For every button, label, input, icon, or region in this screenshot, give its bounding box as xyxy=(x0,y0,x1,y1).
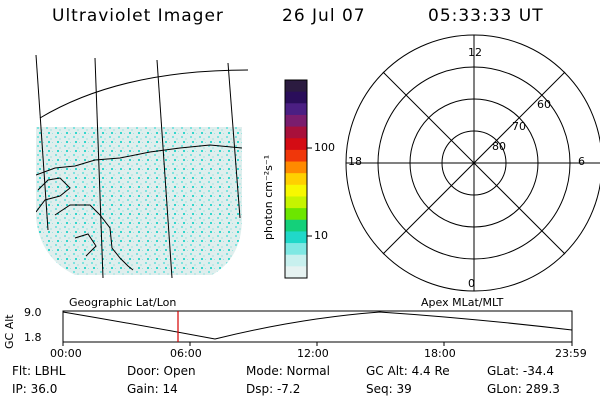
colorbar-band xyxy=(285,114,307,128)
colorbar-band xyxy=(285,196,307,209)
colorbar-tick-10: 10 xyxy=(314,229,328,242)
colorbar-band xyxy=(285,91,307,104)
polar-label-18: 18 xyxy=(348,155,362,168)
filter-status: Flt: LBHL xyxy=(12,364,66,378)
polar-label-80: 80 xyxy=(492,140,506,153)
timeline-right-title: Apex MLat/MLT xyxy=(421,296,504,309)
timeline-ytick-1-8: 1.8 xyxy=(24,331,42,344)
polar-diagonal xyxy=(382,71,566,255)
auroral-image xyxy=(36,127,242,275)
colorbar-band xyxy=(285,173,307,186)
colorbar-band xyxy=(285,149,307,163)
date-label: 26 Jul 07 xyxy=(282,6,366,26)
colorbar-band xyxy=(285,103,307,116)
colorbar xyxy=(285,80,307,279)
mode-status: Mode: Normal xyxy=(246,364,330,378)
latitude-curve xyxy=(39,69,249,119)
colorbar-band xyxy=(285,126,307,139)
polar-label-0: 0 xyxy=(468,277,475,290)
colorbar-band xyxy=(285,161,307,174)
colorbar-band xyxy=(285,266,307,279)
seq-status: Seq: 39 xyxy=(366,382,412,396)
glon-status: GLon: 289.3 xyxy=(487,382,560,396)
polar-label-60: 60 xyxy=(537,98,551,111)
meridian-line xyxy=(227,62,241,219)
timeline-xtick-18: 18:00 xyxy=(424,347,456,360)
timeline-left-title: Geographic Lat/Lon xyxy=(69,296,177,309)
gain-status: Gain: 14 xyxy=(127,382,178,396)
polar-plot xyxy=(345,34,600,292)
colorbar-band xyxy=(285,208,307,221)
timeline-frame xyxy=(62,310,573,343)
polar-label-6: 6 xyxy=(578,155,585,168)
timeline-xtick-6: 06:00 xyxy=(170,347,202,360)
gc-alt-status: GC Alt: 4.4 Re xyxy=(366,364,450,378)
meridian-line xyxy=(35,54,49,231)
timeline-xtick-12: 12:00 xyxy=(297,347,329,360)
meridian-line xyxy=(156,59,173,279)
map-grid xyxy=(35,54,249,279)
time-label: 05:33:33 UT xyxy=(428,6,544,26)
altitude-curve xyxy=(62,311,573,340)
colorbar-band xyxy=(285,231,307,244)
colorbar-band xyxy=(285,243,307,256)
coastline xyxy=(36,144,242,271)
timeline-xtick-end: 23:59 xyxy=(555,347,587,360)
colorbar-band xyxy=(285,184,307,198)
colorbar-band xyxy=(285,138,307,151)
timeline-xtick-0: 00:00 xyxy=(50,347,82,360)
door-status: Door: Open xyxy=(127,364,196,378)
colorbar-band xyxy=(285,219,307,233)
glat-status: GLat: -34.4 xyxy=(487,364,554,378)
colorbar-band xyxy=(285,80,307,93)
polar-label-12: 12 xyxy=(468,46,482,59)
meridian-line xyxy=(94,57,104,279)
instrument-title: Ultraviolet Imager xyxy=(52,6,224,26)
colorbar-tick-100: 100 xyxy=(314,141,335,154)
timeline-ytick-9: 9.0 xyxy=(24,306,42,319)
timeline-plot xyxy=(62,310,573,346)
colorbar-band xyxy=(285,254,307,267)
colorbar-frame xyxy=(284,79,308,279)
timeline-ylabel: GC Alt xyxy=(3,314,16,349)
colorbar-units-label: photon cm⁻²s⁻¹ xyxy=(262,154,275,240)
dsp-status: Dsp: -7.2 xyxy=(246,382,301,396)
ip-status: IP: 36.0 xyxy=(12,382,58,396)
polar-label-70: 70 xyxy=(512,120,526,133)
image-footprint xyxy=(36,127,242,275)
